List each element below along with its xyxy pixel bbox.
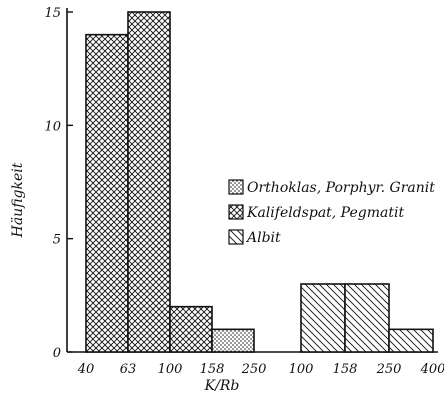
x-axis-title: K/Rb bbox=[204, 378, 240, 394]
y-tick-label: 0 bbox=[53, 346, 61, 361]
x-tick-label: 158 bbox=[333, 362, 358, 377]
y-axis-title: Häufigkeit bbox=[10, 162, 26, 238]
legend: Orthoklas, Porphyr. Granit Kalifeldspat,… bbox=[228, 179, 435, 246]
legend-label-orthoklas: Orthoklas, Porphyr. Granit bbox=[247, 180, 435, 196]
y-tick-label: 15 bbox=[44, 6, 61, 21]
bar-dots-158-250 bbox=[211, 328, 255, 353]
bar-crosshatch-40-63 bbox=[85, 33, 129, 353]
x-tick-label: 63 bbox=[120, 362, 137, 377]
bars bbox=[85, 11, 434, 353]
legend-swatch-kalifeldspat bbox=[228, 204, 244, 220]
legend-label-albit: Albit bbox=[245, 230, 281, 246]
legend-swatch-albit bbox=[228, 229, 244, 245]
y-ticks: 0 5 10 15 bbox=[44, 6, 73, 361]
y-tick-label: 5 bbox=[53, 233, 61, 248]
x-tick-label: 100 bbox=[158, 362, 183, 377]
legend-swatch-orthoklas bbox=[228, 179, 244, 195]
bar-diagonal-158-250 bbox=[344, 283, 390, 353]
x-tick-label: 250 bbox=[241, 362, 267, 377]
legend-label-kalifeldspat: Kalifeldspat, Pegmatit bbox=[246, 205, 404, 221]
y-tick-label: 10 bbox=[44, 119, 61, 134]
bar-crosshatch-63-100 bbox=[127, 11, 171, 353]
x-tick-label: 100 bbox=[289, 362, 314, 377]
x-ticks: 40 63 100 158 250 100 158 250 400 bbox=[77, 362, 444, 377]
bar-crosshatch-100-158 bbox=[169, 305, 213, 353]
x-tick-label: 158 bbox=[200, 362, 225, 377]
bar-diagonal-100-158 bbox=[300, 283, 346, 353]
bar-diagonal-250-400 bbox=[388, 328, 434, 353]
x-tick-label: 400 bbox=[420, 362, 444, 377]
x-tick-label: 40 bbox=[77, 362, 95, 377]
x-tick-label: 250 bbox=[376, 362, 402, 377]
